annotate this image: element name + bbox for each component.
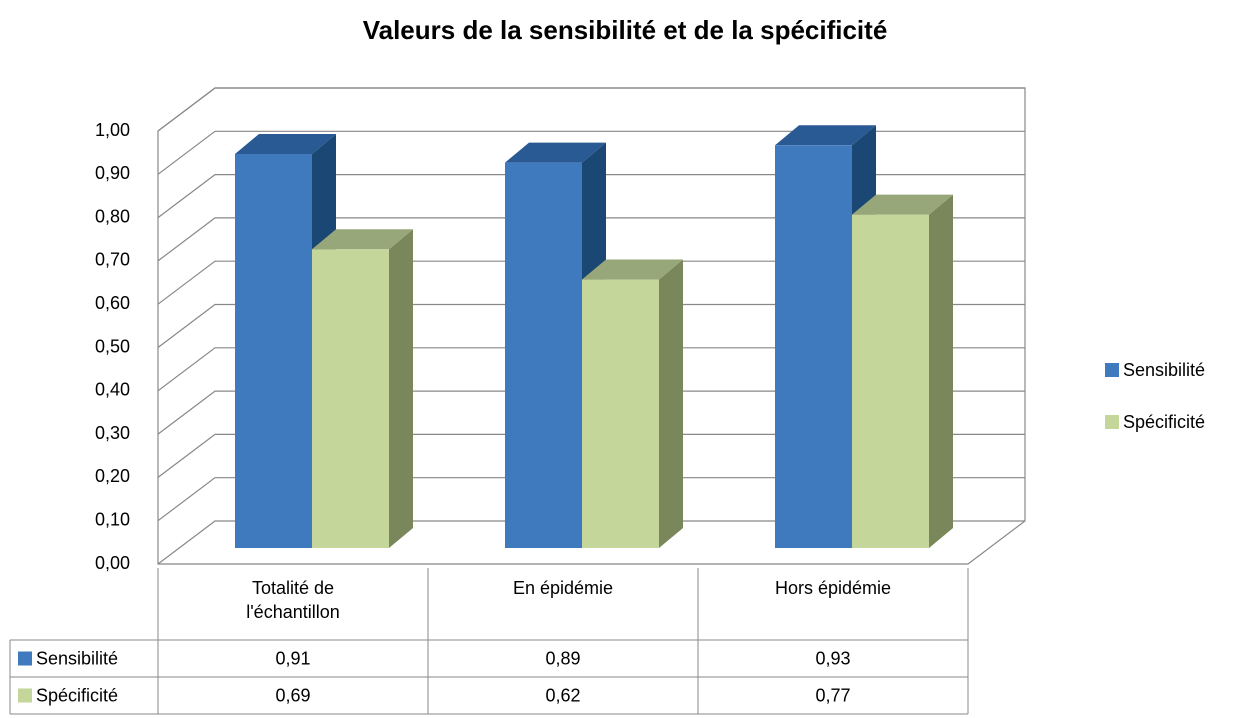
grid-line: [157, 174, 1025, 219]
bar: [775, 125, 876, 548]
bar-front: [505, 162, 582, 548]
grid-line: [157, 390, 1025, 435]
x-tick-label: Totalité de l'échantillon: [158, 568, 428, 624]
category-label: Totalité de l'échantillon: [246, 578, 340, 622]
grid-line: [157, 130, 1025, 175]
grid-line: [157, 347, 1025, 392]
legend-key: [18, 651, 32, 666]
y-tick-label: 0,80: [95, 206, 130, 226]
y-tick-label: 0,20: [95, 466, 130, 486]
table-value: 0,62: [545, 685, 580, 705]
x-tick-label: Hors épidémie: [698, 568, 968, 600]
bar-front: [312, 249, 389, 549]
y-tick-label: 0,00: [95, 553, 130, 573]
bar-top: [505, 142, 606, 163]
bar: [852, 194, 953, 548]
bar-front: [852, 214, 929, 548]
y-tick-label: 0,60: [95, 293, 130, 313]
bar-top: [312, 229, 413, 250]
y-tick-label: 0,40: [95, 380, 130, 400]
table-value: 0,93: [815, 648, 850, 668]
grid-line: [157, 520, 1025, 565]
row-label: Spécificité: [36, 685, 118, 705]
category-label: En épidémie: [512, 578, 614, 598]
bar-front: [775, 145, 852, 548]
bar-top: [852, 194, 953, 215]
bar-top: [582, 259, 683, 280]
bar-top: [235, 133, 336, 154]
grid-line: [157, 477, 1025, 522]
table-value: 0,91: [275, 648, 310, 668]
y-tick-label: 0,70: [95, 250, 130, 270]
category-cell: En épidémie: [428, 568, 698, 600]
bar-top: [775, 125, 876, 146]
y-tick-label: 0,90: [95, 163, 130, 183]
row-label: Sensibilité: [36, 648, 118, 668]
bar-side: [929, 194, 953, 548]
y-tick-label: 1,00: [95, 120, 130, 140]
category-cell: Hors épidémie: [698, 568, 968, 600]
bar-side: [389, 229, 413, 549]
legend-key: [1105, 363, 1119, 377]
grid-line: [157, 217, 1025, 262]
bar-side: [659, 259, 683, 548]
legend-label: Sensibilité: [1123, 360, 1205, 380]
table-value: 0,77: [815, 685, 850, 705]
grid-line: [157, 260, 1025, 305]
y-tick-label: 0,30: [95, 423, 130, 443]
y-tick-label: 0,10: [95, 509, 130, 529]
grid-line: [157, 433, 1025, 478]
table-value: 0,69: [275, 685, 310, 705]
grid-line: [157, 303, 1025, 348]
table-value: 0,89: [545, 648, 580, 668]
bar: [582, 259, 683, 548]
bar: [312, 229, 413, 549]
legend-label: Spécificité: [1123, 412, 1205, 432]
legend-key: [18, 688, 32, 703]
category-label: Hors épidémie: [774, 578, 892, 598]
y-tick-label: 0,50: [95, 336, 130, 356]
x-tick-label: En épidémie: [428, 568, 698, 600]
bar-front: [235, 153, 312, 548]
bar-front: [582, 279, 659, 548]
grid-line: [157, 87, 1025, 132]
chart-title: Valeurs de la sensibilité et de la spéci…: [363, 15, 888, 45]
category-cell: Totalité de l'échantillon: [158, 568, 428, 624]
legend-key: [1105, 415, 1119, 429]
